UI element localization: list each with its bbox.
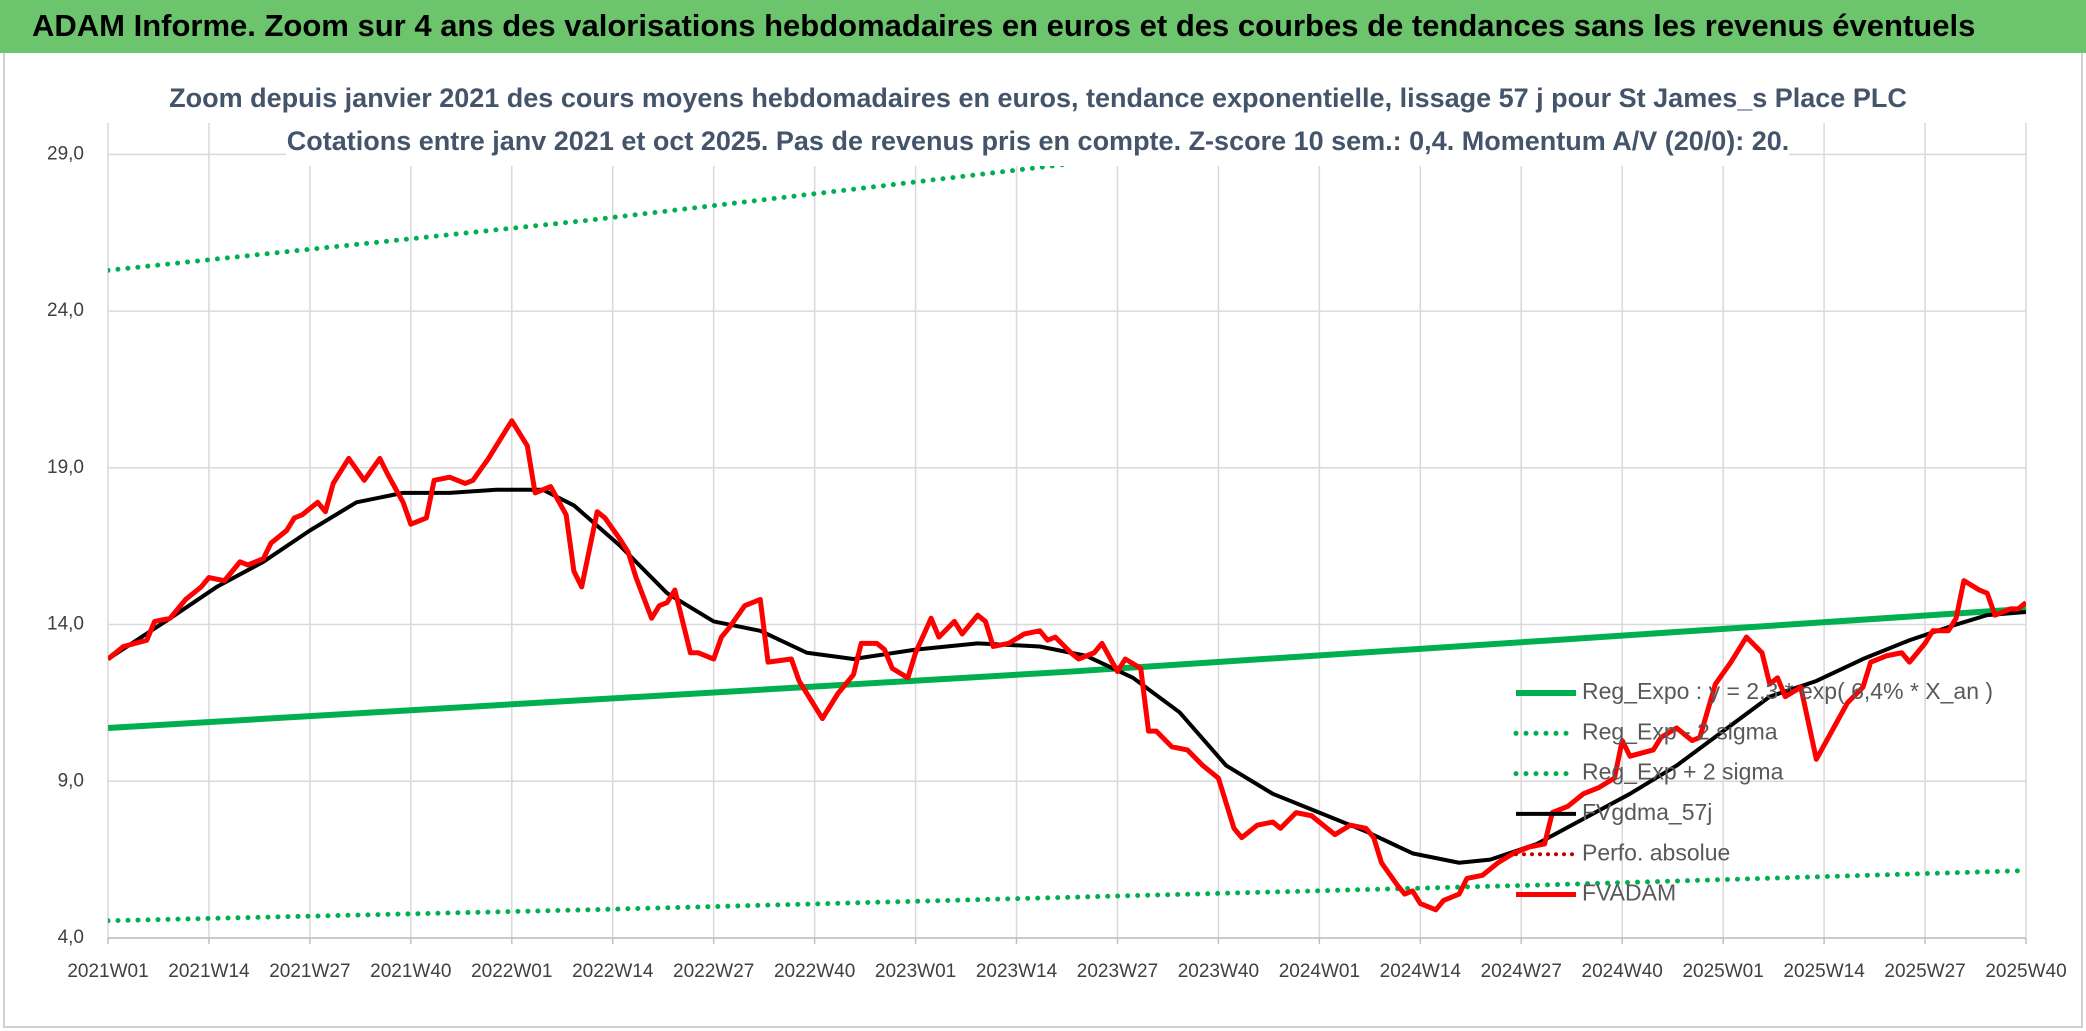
x-tick-label: 2025W14 [1783,961,1865,982]
legend-label: Reg_Exp + 2 sigma [1582,759,1784,785]
x-tick-label: 2021W40 [370,961,451,982]
x-tick-label: 2022W27 [673,961,754,982]
x-tick-label: 2022W01 [471,961,552,982]
x-tick-label: 2022W40 [774,961,855,982]
y-tick-label: 4,0 [58,927,84,948]
subtitle-box [286,80,1789,166]
legend-label: Reg_Exp - 2 sigma [1582,718,1778,744]
x-tick-label: 2025W01 [1682,961,1763,982]
x-tick-label: 2024W27 [1481,961,1562,982]
legend-label: FVgdma_57j [1582,799,1712,825]
legend-label: Perfo. absolue [1582,839,1730,865]
x-tick-label: 2024W14 [1380,961,1462,982]
legend-label: Reg_Expo : y = 2,3 * exp( 6,4% * X_an ) [1582,678,1993,704]
chart-subtitle: Zoom depuis janvier 2021 des cours moyen… [169,83,1907,113]
x-tick-label: 2024W40 [1582,961,1663,982]
chart-frame [3,51,2083,1028]
x-tick-label: 2023W14 [976,961,1058,982]
y-tick-label: 24,0 [47,300,84,321]
x-tick-label: 2021W27 [269,961,350,982]
y-tick-label: 19,0 [47,457,84,478]
series-line [108,418,2026,913]
x-tick-label: 2023W27 [1077,961,1158,982]
series-line [108,487,2026,865]
header-bar [0,0,2086,53]
chart-subtitle: Cotations entre janv 2021 et oct 2025. P… [287,126,1790,156]
series-line [108,868,2026,924]
x-tick-label: 2023W01 [875,961,956,982]
x-tick-label: 2021W01 [67,961,148,982]
y-tick-label: 29,0 [47,143,84,164]
x-tick-label: 2025W40 [1985,961,2066,982]
x-tick-label: 2025W27 [1884,961,1965,982]
series-line [108,605,2026,731]
y-tick-label: 9,0 [58,770,84,791]
x-tick-label: 2021W14 [168,961,250,982]
x-tick-label: 2023W40 [1178,961,1259,982]
x-tick-label: 2024W01 [1279,961,1360,982]
y-tick-label: 14,0 [47,614,84,635]
legend-label: FVADAM [1582,880,1676,906]
x-tick-label: 2022W14 [572,961,654,982]
chart-title: ADAM Informe. Zoom sur 4 ans des valoris… [32,8,1975,43]
